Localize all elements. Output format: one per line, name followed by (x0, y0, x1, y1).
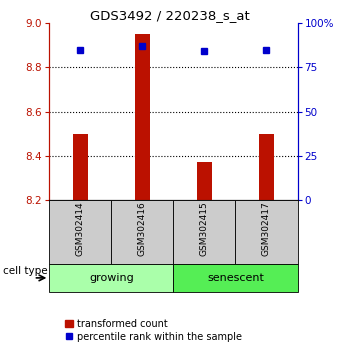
Bar (72, 133, 88, 200)
Text: GSM302417: GSM302417 (262, 201, 271, 256)
Bar (49, 264, 173, 292)
Bar (235, 200, 298, 264)
Bar (173, 264, 298, 292)
Bar (259, 133, 274, 200)
Text: GDS3492 / 220238_s_at: GDS3492 / 220238_s_at (90, 9, 250, 22)
Bar (173, 200, 235, 264)
Text: GSM302414: GSM302414 (76, 201, 85, 256)
Text: GSM302415: GSM302415 (200, 201, 209, 256)
Bar (135, 34, 150, 200)
Text: GSM302416: GSM302416 (138, 201, 147, 256)
Bar (197, 162, 212, 200)
Text: cell type: cell type (3, 266, 48, 276)
Text: senescent: senescent (207, 273, 264, 283)
Bar (49, 200, 111, 264)
Text: growing: growing (89, 273, 134, 283)
Legend: transformed count, percentile rank within the sample: transformed count, percentile rank withi… (61, 315, 245, 346)
Bar (111, 200, 173, 264)
